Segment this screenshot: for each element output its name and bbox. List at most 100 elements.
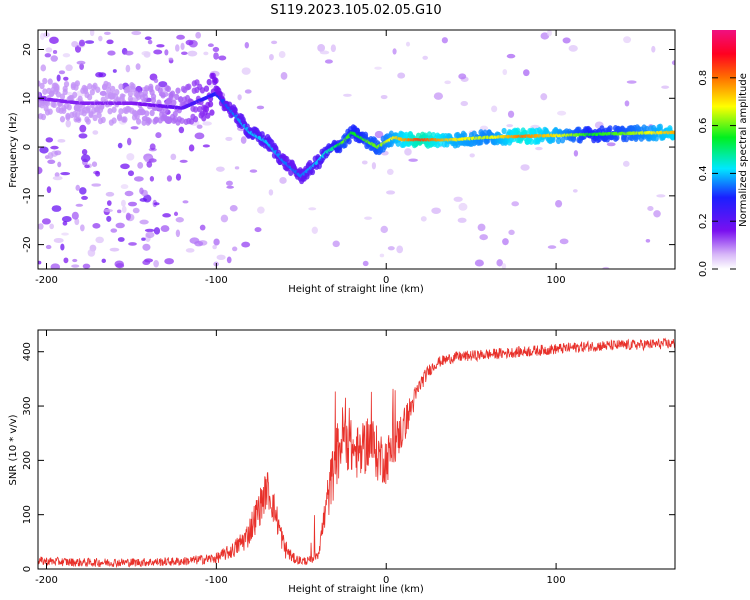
heatmap-cell: [120, 163, 130, 170]
heatmap-cell: [39, 82, 45, 90]
heatmap-cell: [404, 148, 412, 156]
heatmap-cell: [120, 184, 129, 190]
heatmap-cell: [56, 74, 61, 82]
heatmap-cell: [106, 200, 112, 206]
heatmap-cell: [479, 234, 488, 241]
heatmap-cell: [106, 39, 114, 45]
heatmap-cell: [213, 77, 219, 84]
heatmap-cell: [671, 60, 675, 66]
heatmap-cell: [546, 30, 552, 37]
heatmap-cell: [126, 137, 132, 146]
x-tick-label: -100: [205, 275, 228, 286]
bottom-y-axis-label: SNR (10 * v/v): [8, 414, 19, 485]
heatmap-cell: [657, 123, 663, 131]
heatmap-cell: [203, 85, 210, 92]
heatmap-cell: [79, 124, 87, 133]
heatmap-cell: [508, 229, 515, 236]
heatmap-cell: [540, 93, 548, 101]
heatmap-cell: [55, 91, 61, 98]
heatmap-cell: [623, 135, 630, 143]
heatmap-cell: [201, 115, 207, 122]
heatmap-cell: [72, 258, 78, 263]
heatmap-cell: [42, 88, 48, 95]
heatmap-cell: [115, 96, 121, 103]
heatmap-cell: [244, 89, 252, 94]
heatmap-marks: [38, 30, 675, 269]
top-y-axis-label: Frequency (Hz): [8, 112, 19, 188]
colorbar-tick-label: 0.4: [698, 165, 709, 181]
heatmap-cell: [477, 223, 486, 232]
heatmap-cell: [474, 259, 484, 267]
heatmap-cell: [95, 170, 101, 177]
heatmap-cell: [180, 42, 185, 51]
heatmap-cell: [84, 164, 90, 169]
heatmap-cell: [254, 227, 262, 233]
heatmap-cell: [45, 137, 54, 143]
heatmap-cell: [371, 162, 377, 170]
x-tick-label: -100: [205, 575, 228, 586]
heatmap-cell: [79, 63, 84, 71]
heatmap-cell: [45, 244, 52, 250]
heatmap-cell: [38, 166, 43, 175]
colorbar-gradient: [712, 30, 736, 269]
heatmap-cell: [437, 140, 443, 147]
heatmap-cell: [182, 200, 189, 204]
heatmap-cell: [280, 71, 288, 80]
heatmap-cell: [49, 223, 55, 230]
heatmap-cell: [144, 228, 155, 233]
heatmap-cell: [256, 105, 265, 110]
heatmap-cell: [153, 78, 159, 84]
heatmap-cell: [311, 226, 318, 234]
heatmap-cell: [125, 64, 131, 73]
heatmap-cell: [40, 113, 47, 121]
heatmap-cell: [76, 116, 82, 123]
heatmap-cell: [95, 236, 104, 244]
heatmap-cell: [122, 116, 128, 123]
heatmap-cell: [41, 218, 51, 225]
heatmap-cell: [105, 191, 115, 197]
heatmap-cell: [98, 35, 103, 42]
heatmap-cell: [175, 229, 181, 238]
top-x-axis-label: Height of straight line (km): [288, 284, 424, 295]
heatmap-cell: [496, 259, 503, 267]
heatmap-cell: [51, 101, 57, 109]
heatmap-cell: [215, 166, 225, 172]
heatmap-cell: [408, 158, 418, 162]
heatmap-cell: [153, 260, 159, 268]
heatmap-cell: [146, 117, 153, 125]
heatmap-cell: [332, 240, 340, 248]
heatmap-cell: [71, 211, 79, 220]
heatmap-cell: [149, 176, 155, 182]
heatmap-cell: [144, 110, 150, 117]
heatmap-cell: [46, 186, 52, 194]
heatmap-cell: [194, 132, 205, 140]
heatmap-cell: [75, 184, 81, 191]
heatmap-cell: [75, 203, 84, 207]
heatmap-cell: [288, 169, 294, 176]
heatmap-cell: [130, 86, 136, 93]
heatmap-cell: [72, 91, 78, 99]
heatmap-cell: [92, 223, 101, 229]
heatmap-cell: [92, 114, 98, 122]
heatmap-cell: [269, 53, 274, 61]
heatmap-cell: [51, 205, 62, 212]
heatmap-cell: [153, 227, 161, 235]
heatmap-cell: [194, 240, 204, 247]
heatmap-cell: [101, 258, 106, 264]
heatmap-cell: [120, 199, 126, 207]
heatmap-cell: [555, 137, 562, 145]
heatmap-cell: [133, 176, 144, 182]
heatmap-cell: [244, 41, 250, 49]
heatmap-cell: [47, 159, 56, 164]
heatmap-cell: [57, 161, 62, 168]
heatmap-cell: [181, 51, 188, 55]
heatmap-cell: [535, 146, 543, 151]
heatmap-cell: [559, 137, 566, 144]
heatmap-cell: [81, 195, 88, 200]
heatmap-cell: [444, 80, 451, 85]
heatmap-cell: [185, 248, 195, 253]
heatmap-cell: [651, 45, 656, 53]
heatmap-cell: [213, 238, 220, 246]
heatmap-cell: [62, 53, 71, 58]
heatmap-cell: [158, 81, 168, 88]
